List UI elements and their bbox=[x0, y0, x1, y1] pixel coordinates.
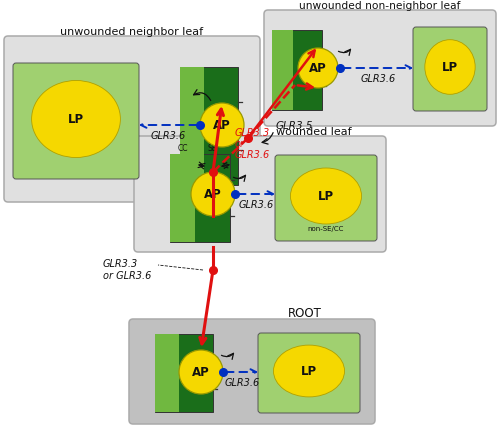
Text: GLR3.6: GLR3.6 bbox=[150, 131, 186, 141]
Text: AP: AP bbox=[192, 366, 210, 378]
FancyBboxPatch shape bbox=[134, 136, 386, 252]
Text: wounded leaf: wounded leaf bbox=[276, 127, 351, 137]
Ellipse shape bbox=[274, 345, 344, 397]
Text: LP: LP bbox=[68, 113, 84, 125]
Text: LP: LP bbox=[301, 364, 317, 378]
Bar bbox=[180, 67, 238, 185]
Bar bbox=[272, 30, 293, 110]
Text: CC: CC bbox=[178, 144, 188, 153]
Ellipse shape bbox=[290, 168, 362, 224]
FancyBboxPatch shape bbox=[4, 36, 260, 202]
Bar bbox=[180, 67, 204, 185]
Text: LP: LP bbox=[442, 61, 458, 73]
Text: AP: AP bbox=[309, 62, 327, 74]
FancyBboxPatch shape bbox=[413, 27, 487, 111]
Circle shape bbox=[298, 48, 338, 88]
FancyBboxPatch shape bbox=[264, 10, 496, 126]
Circle shape bbox=[200, 103, 244, 147]
FancyBboxPatch shape bbox=[258, 333, 360, 413]
FancyBboxPatch shape bbox=[13, 63, 139, 179]
Text: GLR3.6: GLR3.6 bbox=[360, 74, 396, 84]
Text: GLR3.6: GLR3.6 bbox=[239, 200, 274, 210]
Bar bbox=[170, 154, 230, 242]
Text: AP: AP bbox=[204, 187, 222, 201]
Bar bbox=[170, 154, 195, 242]
Text: unwounded non-neighbor leaf: unwounded non-neighbor leaf bbox=[300, 1, 460, 11]
Text: LP: LP bbox=[318, 190, 334, 202]
Text: SE: SE bbox=[208, 144, 218, 153]
Ellipse shape bbox=[32, 81, 120, 158]
Bar bbox=[272, 30, 322, 110]
Text: GLR3.6: GLR3.6 bbox=[224, 378, 260, 388]
Text: unwounded neighbor leaf: unwounded neighbor leaf bbox=[60, 27, 204, 37]
Bar bbox=[155, 334, 213, 412]
Text: ROOT: ROOT bbox=[288, 307, 322, 320]
FancyBboxPatch shape bbox=[275, 155, 377, 241]
Text: GLR3.3
or GLR3.6: GLR3.3 or GLR3.6 bbox=[103, 260, 152, 281]
Text: GLR3.5: GLR3.5 bbox=[276, 121, 314, 131]
FancyBboxPatch shape bbox=[129, 319, 375, 424]
Circle shape bbox=[179, 350, 223, 394]
Text: AP: AP bbox=[213, 118, 231, 132]
Text: non-SE/CC: non-SE/CC bbox=[308, 226, 344, 232]
Ellipse shape bbox=[425, 40, 475, 94]
Bar bbox=[155, 334, 180, 412]
Circle shape bbox=[191, 172, 235, 216]
Text: GLR3.3
or
GLR3.6: GLR3.3 or GLR3.6 bbox=[235, 128, 270, 160]
